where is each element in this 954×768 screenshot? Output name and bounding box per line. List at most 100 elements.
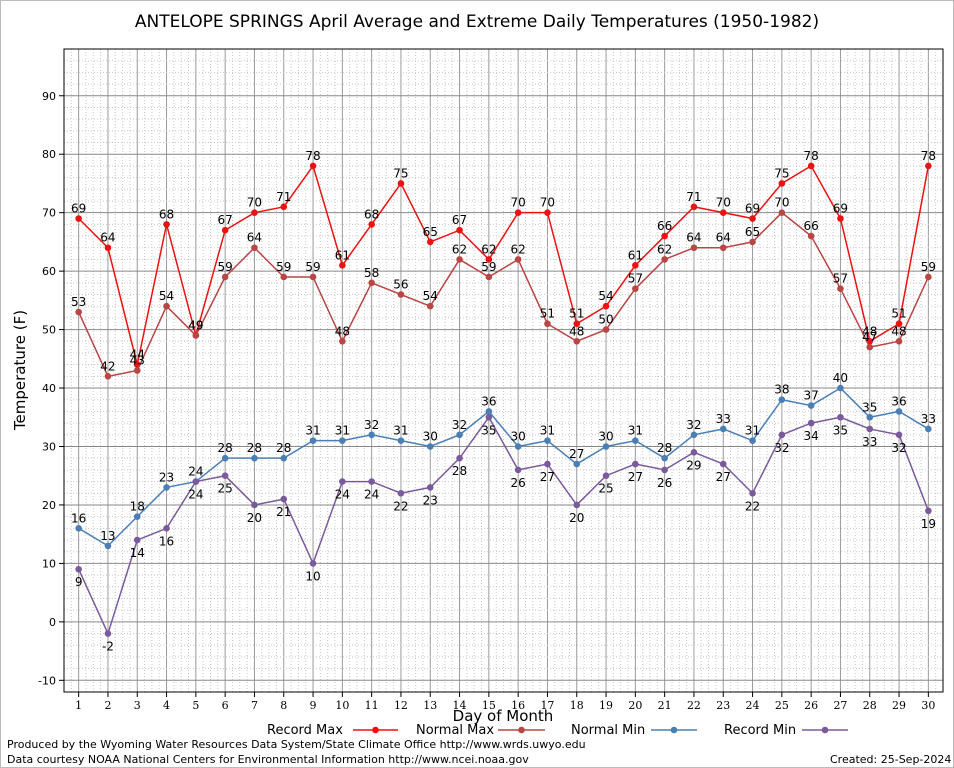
- normal-max-data-label: 42: [100, 359, 115, 373]
- normal-min-data-label: 31: [335, 424, 350, 438]
- x-tick-label: 30: [921, 699, 935, 712]
- normal-min-data-label: 37: [804, 389, 819, 403]
- normal-min-data-label: 31: [540, 424, 555, 438]
- x-tick-label: 1: [75, 699, 82, 712]
- x-tick-label: 12: [394, 699, 408, 712]
- y-axis-label: Temperature (F): [11, 310, 29, 431]
- record-min-data-label: -2: [102, 640, 114, 654]
- record-min-point: [426, 484, 434, 491]
- normal-max-point: [544, 320, 551, 328]
- normal-min-point: [719, 425, 727, 433]
- record-min-data-label: 33: [862, 435, 877, 449]
- normal-max-point: [807, 232, 815, 240]
- record-max-point: [485, 256, 493, 263]
- series-layer: 69 64 44 68 49 67 70 71 78 61 68 75 65 67 62 70 70 51 54 61…: [71, 149, 936, 654]
- record-min-point: [661, 466, 668, 474]
- record-min-point: [485, 413, 493, 421]
- x-tick-label: 14: [453, 699, 467, 712]
- record-max-point: [895, 320, 903, 328]
- x-axis-ticks: 1 2 3 4 5 6 7 8 9 10 11 12 13 14 15 16 17 18 19 20 21 22 23 24 2…: [75, 692, 935, 712]
- normal-max-data-label: 64: [716, 231, 731, 245]
- record-max-point: [749, 215, 756, 222]
- normal-max-data-label: 59: [276, 260, 291, 274]
- record-max-point: [309, 162, 317, 170]
- record-max-data-label: 64: [100, 231, 115, 245]
- normal-max-data-label: 65: [745, 225, 760, 239]
- normal-max-data-label: 53: [71, 295, 86, 309]
- normal-min-data-label: 30: [598, 429, 613, 443]
- normal-min-data-label: 32: [686, 418, 701, 432]
- x-tick-label: 4: [163, 699, 170, 712]
- normal-min-data-label: 23: [159, 470, 174, 484]
- x-tick-label: 23: [716, 699, 730, 712]
- record-min-point: [925, 507, 932, 515]
- normal-min-point: [514, 443, 522, 450]
- record-max-point: [368, 221, 375, 228]
- record-max-data-label: 61: [628, 248, 643, 262]
- record-max-point: [514, 209, 522, 216]
- plot-frame: [63, 48, 944, 693]
- y-axis-ticks: -10 0 10 20 30 40 50 60 70 80 90: [38, 90, 64, 687]
- normal-max-point: [104, 373, 112, 380]
- y-tick-label: 80: [42, 148, 56, 161]
- record-max-point: [602, 302, 610, 310]
- record-max-data-label: 51: [891, 307, 906, 321]
- y-tick-label: 50: [42, 324, 56, 337]
- normal-min-data-label: 30: [511, 429, 526, 443]
- record-max-data-label: 48: [862, 324, 877, 338]
- x-tick-label: 27: [833, 699, 847, 712]
- producer-credit: Produced by the Wyoming Water Resources …: [7, 738, 586, 751]
- record-min-point: [602, 472, 610, 480]
- normal-max-data-label: 66: [804, 219, 819, 233]
- normal-max-data-label: 59: [218, 260, 233, 274]
- record-min-data-label: 22: [745, 499, 760, 513]
- normal-min-point: [895, 408, 903, 415]
- record-min-point: [397, 489, 405, 497]
- normal-max-data-label: 64: [247, 231, 262, 245]
- x-tick-label: 25: [775, 699, 789, 712]
- record-min-data-label: 20: [247, 511, 262, 525]
- record-min-point: [104, 630, 112, 637]
- y-tick-label: 70: [42, 207, 56, 220]
- record-min-data-label: 24: [335, 488, 350, 502]
- normal-max-point: [573, 337, 581, 345]
- normal-min-point: [837, 384, 844, 392]
- normal-max-data-label: 50: [598, 313, 613, 327]
- normal-max-point: [925, 273, 932, 281]
- normal-max-data-label: 51: [540, 307, 555, 321]
- record-max-point: [573, 320, 581, 328]
- normal-max-data-label: 48: [335, 324, 350, 338]
- record-min-data-label: 10: [305, 569, 320, 583]
- normal-min-point: [280, 454, 288, 462]
- normal-max-data-label: 59: [305, 260, 320, 274]
- normal-max-data-label: 43: [130, 354, 145, 368]
- x-tick-label: 29: [892, 699, 906, 712]
- x-tick-label: 15: [482, 699, 496, 712]
- normal-min-point: [661, 454, 668, 462]
- y-tick-label: 90: [42, 90, 56, 103]
- record-max-point: [778, 180, 786, 187]
- normal-min-point: [75, 525, 82, 532]
- x-tick-label: 22: [687, 699, 701, 712]
- normal-min-data-label: 36: [891, 394, 906, 408]
- record-min-point: [339, 478, 346, 485]
- x-tick-label: 16: [511, 699, 525, 712]
- record-min-data-label: 16: [159, 534, 174, 548]
- normal-min-point: [309, 437, 317, 444]
- normal-min-point: [133, 513, 141, 520]
- x-tick-label: 7: [251, 699, 258, 712]
- normal-min-data-label: 33: [921, 412, 936, 426]
- normal-max-point: [661, 256, 668, 263]
- y-tick-label: -10: [38, 674, 56, 687]
- normal-min-point: [368, 431, 375, 439]
- legend-label-normal-max: Normal Max: [416, 723, 494, 738]
- normal-min-data-label: 30: [423, 429, 438, 443]
- normal-min-data-label: 31: [393, 424, 408, 438]
- normal-min-point: [807, 402, 815, 409]
- x-tick-label: 6: [222, 699, 229, 712]
- record-min-point: [690, 449, 698, 456]
- x-tick-label: 9: [310, 699, 317, 712]
- record-max-point: [544, 209, 551, 216]
- normal-max-point: [632, 285, 639, 292]
- record-min-data-label: 26: [657, 476, 672, 490]
